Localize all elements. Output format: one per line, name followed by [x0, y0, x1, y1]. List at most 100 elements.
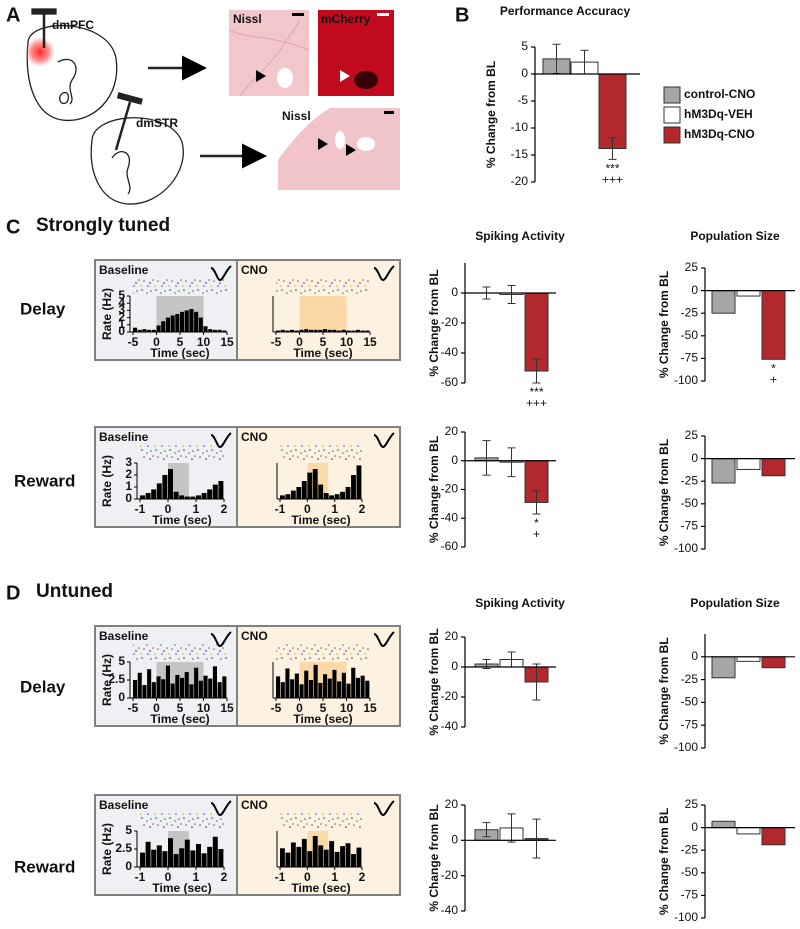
panel-frames [94, 259, 401, 896]
histogram-bar [334, 494, 340, 499]
histogram-bar [313, 664, 318, 698]
y-tick-label: 4 [118, 295, 125, 309]
histogram-bar [151, 329, 156, 332]
y-tick-label: 25 [685, 260, 699, 274]
panel-title: Baseline [99, 263, 149, 277]
panel-label: B [455, 4, 469, 26]
histogram-bar [168, 838, 173, 867]
y-tick-label: -50 [681, 695, 699, 709]
histogram-bar [304, 329, 309, 332]
pointer [346, 144, 356, 156]
row-label: Reward [14, 471, 75, 490]
histogram-bar [346, 683, 351, 698]
error-bar [482, 822, 491, 838]
y-tick-label: -20 [441, 315, 459, 329]
histogram-bar [323, 493, 329, 499]
histogram-bar [212, 484, 218, 499]
histogram-bar [208, 678, 213, 698]
histogram-bar [301, 481, 307, 499]
significance: +++ [602, 172, 623, 186]
histogram-bar [345, 487, 351, 499]
histogram-bar [337, 330, 342, 332]
spike-raster [133, 278, 227, 294]
x-tick-label: 2 [359, 870, 366, 884]
histogram-bar [327, 678, 332, 698]
panel-title: CNO [241, 263, 268, 277]
histogram-bar [280, 848, 285, 867]
error-bar [532, 490, 541, 515]
histogram-bar [201, 493, 207, 499]
pointer [340, 70, 350, 82]
error-bar [507, 813, 516, 843]
chart-title: Performance Accuracy [500, 4, 631, 18]
x-tick-label: 10 [340, 335, 354, 349]
texture [228, 19, 310, 97]
histogram-bar [184, 672, 189, 698]
significance: * [771, 361, 776, 375]
bar [761, 458, 786, 477]
y-tick-label: -20 [441, 482, 459, 496]
region-label: dmPFC [52, 18, 94, 32]
legend-swatch [663, 126, 681, 144]
y-tick-label: 2.5 [108, 672, 125, 686]
y-tick-label: -60 [441, 375, 459, 389]
histogram-bar [318, 329, 323, 332]
legend-swatch [663, 106, 681, 124]
histogram-bar [203, 675, 208, 698]
x-tick-label: 5 [320, 701, 327, 715]
y-tick-label: -40 [441, 510, 459, 524]
nissl-image [229, 10, 309, 96]
waveform-icon [373, 631, 395, 648]
waveform-icon [373, 800, 395, 817]
panel-frame [94, 426, 401, 528]
bar [761, 656, 786, 669]
histogram-bar [290, 679, 295, 698]
significance: + [533, 527, 540, 541]
histogram-bar [161, 679, 166, 698]
bar [761, 290, 786, 360]
histogram-bar [340, 846, 345, 867]
row-label: Delay [20, 299, 66, 318]
histogram-bar [196, 843, 201, 867]
x-tick-label: -5 [271, 701, 282, 715]
histogram-bar [133, 680, 138, 698]
scale-bar [384, 111, 394, 114]
x-tick-label: 10 [197, 701, 211, 715]
histogram-bar [345, 843, 351, 867]
y-tick-label: -25 [681, 842, 699, 856]
y-tick-label: -100 [674, 373, 698, 387]
y-tick-label: -20 [441, 868, 459, 882]
histogram-bar [189, 308, 194, 332]
histogram-bar [307, 851, 313, 867]
histology [228, 10, 400, 190]
electrode-head [116, 92, 143, 105]
histogram-bar [137, 672, 142, 698]
y-tick-label: -5 [517, 93, 528, 107]
y-tick-label: -60 [441, 539, 459, 553]
y-tick-label: 5 [125, 823, 132, 837]
histogram-bar [329, 841, 335, 867]
histogram-bar [151, 682, 156, 698]
y-tick-label: -75 [681, 888, 699, 902]
histogram-bar [290, 842, 296, 867]
y-tick-label: -75 [681, 351, 699, 365]
anatomy [25, 8, 267, 205]
histogram-bar [140, 852, 145, 867]
x-tick-label: 0 [165, 870, 172, 884]
histogram-bar [207, 489, 213, 499]
panel-label: C [6, 216, 20, 238]
histogram-bar [133, 327, 138, 332]
histogram-bar [198, 317, 203, 332]
panel-title: Baseline [99, 629, 149, 643]
histogram-bar [175, 674, 180, 698]
spike-raster [276, 644, 370, 660]
error-bar [482, 440, 491, 476]
histogram-bar [308, 329, 313, 332]
histogram-bar [346, 330, 351, 332]
scale-bar [292, 13, 304, 16]
histogram-bar [142, 685, 147, 698]
y-tick-label: -15 [511, 147, 529, 161]
histogram-bar [194, 667, 199, 698]
y-tick-label: 1 [118, 317, 125, 331]
